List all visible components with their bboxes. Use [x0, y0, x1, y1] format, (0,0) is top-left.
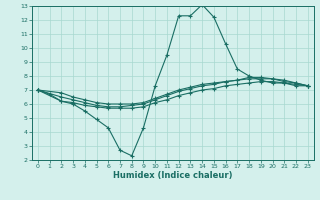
X-axis label: Humidex (Indice chaleur): Humidex (Indice chaleur)	[113, 171, 233, 180]
